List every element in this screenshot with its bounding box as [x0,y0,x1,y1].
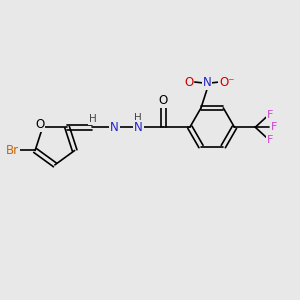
Text: N: N [202,76,211,88]
Text: Br: Br [6,144,20,157]
Text: H: H [88,114,96,124]
Text: N: N [110,121,119,134]
Text: O: O [184,76,193,88]
Text: F: F [267,135,273,145]
Text: O: O [35,118,44,131]
Text: O⁻: O⁻ [219,76,235,88]
Text: F: F [271,122,277,132]
Text: O: O [159,94,168,107]
Text: F: F [267,110,273,120]
Text: N: N [134,121,143,134]
Text: H: H [134,113,142,123]
